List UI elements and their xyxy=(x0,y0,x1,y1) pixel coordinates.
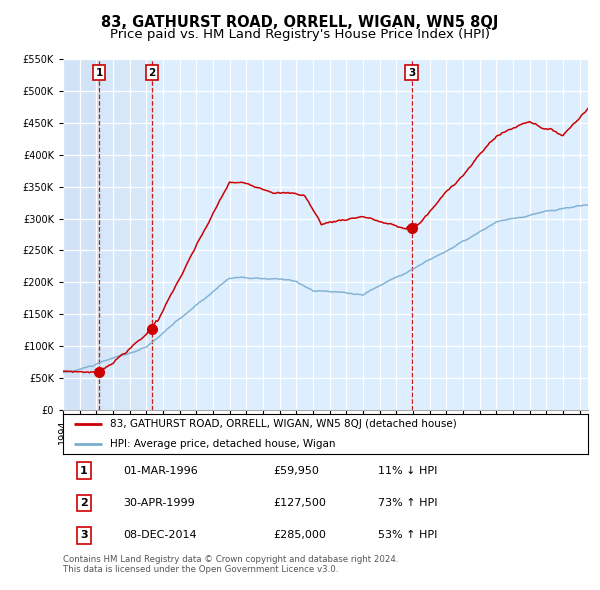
Text: Price paid vs. HM Land Registry's House Price Index (HPI): Price paid vs. HM Land Registry's House … xyxy=(110,28,490,41)
Text: 83, GATHURST ROAD, ORRELL, WIGAN, WN5 8QJ: 83, GATHURST ROAD, ORRELL, WIGAN, WN5 8Q… xyxy=(101,15,499,30)
Text: 2: 2 xyxy=(148,68,155,78)
Text: 08-DEC-2014: 08-DEC-2014 xyxy=(124,530,197,540)
Text: 1: 1 xyxy=(95,68,103,78)
Text: 73% ↑ HPI: 73% ↑ HPI xyxy=(378,498,437,508)
Text: 01-MAR-1996: 01-MAR-1996 xyxy=(124,466,198,476)
Bar xyxy=(63,59,99,410)
Text: £285,000: £285,000 xyxy=(273,530,326,540)
Text: 1: 1 xyxy=(80,466,88,476)
Text: 2: 2 xyxy=(80,498,88,508)
Text: 11% ↓ HPI: 11% ↓ HPI xyxy=(378,466,437,476)
Text: 83, GATHURST ROAD, ORRELL, WIGAN, WN5 8QJ (detached house): 83, GATHURST ROAD, ORRELL, WIGAN, WN5 8Q… xyxy=(110,419,457,429)
Text: 3: 3 xyxy=(408,68,415,78)
Text: 3: 3 xyxy=(80,530,88,540)
Text: Contains HM Land Registry data © Crown copyright and database right 2024.
This d: Contains HM Land Registry data © Crown c… xyxy=(63,555,398,574)
Text: 53% ↑ HPI: 53% ↑ HPI xyxy=(378,530,437,540)
Text: 30-APR-1999: 30-APR-1999 xyxy=(124,498,195,508)
Text: £59,950: £59,950 xyxy=(273,466,319,476)
Text: £127,500: £127,500 xyxy=(273,498,326,508)
Text: HPI: Average price, detached house, Wigan: HPI: Average price, detached house, Wiga… xyxy=(110,440,336,449)
Bar xyxy=(99,59,152,410)
